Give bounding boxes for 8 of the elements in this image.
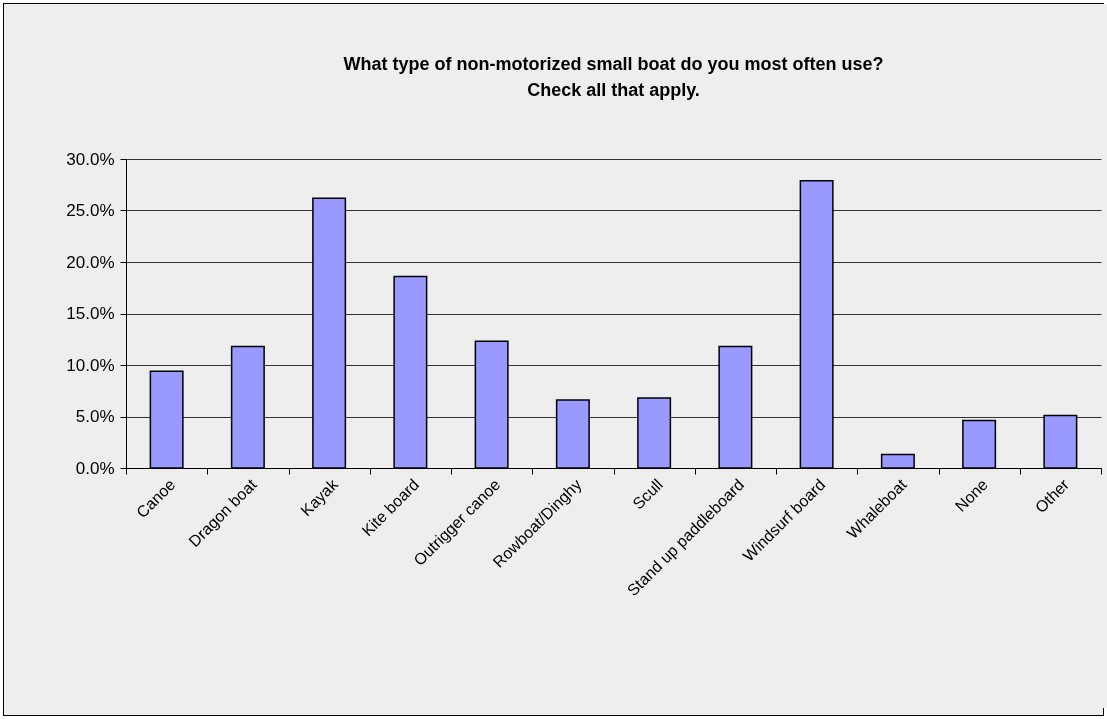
chart-title: What type of non-motorized small boat do you most often use? Check all that apply.	[343, 54, 884, 100]
y-tick-label: 25.0%	[66, 201, 115, 220]
y-tick-label: 0.0%	[75, 458, 115, 478]
y-tick-label: 30.0%	[66, 149, 115, 169]
y-tick-label: 10.0%	[66, 355, 115, 375]
y-tick-label: 15.0%	[66, 304, 115, 323]
y-tick-label: 20.0%	[66, 252, 115, 272]
y-tick-label: 5.0%	[75, 407, 115, 426]
